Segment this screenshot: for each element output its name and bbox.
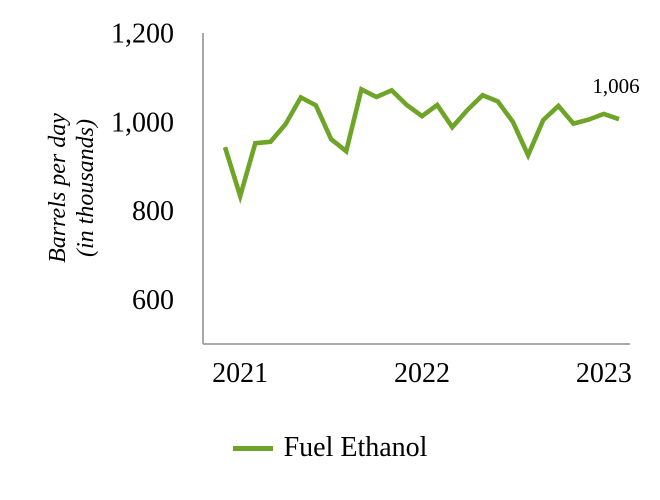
y-tick-label: 1,200 [111,19,174,50]
y-axis-title-line2: (in thousands) [73,119,99,257]
x-tick-label: 2022 [394,358,450,389]
y-tick-label: 800 [132,196,174,227]
x-axis-tick-labels: 2021 2022 2023 [212,358,632,389]
fuel-ethanol-legend-swatch [232,445,273,451]
y-axis-title: Barrels per day (in thousands) [44,18,100,358]
y-tick-label: 1,000 [111,107,174,138]
x-tick-label: 2023 [576,358,632,389]
legend: Fuel Ethanol [0,432,660,464]
fuel-ethanol-legend-label: Fuel Ethanol [283,432,428,463]
y-axis-tick-labels: 1,200 1,000 800 600 [111,19,174,317]
end-value-label: 1,006 [592,74,639,98]
y-axis-title-line1: Barrels per day [45,113,71,263]
fuel-ethanol-line [222,86,620,205]
y-tick-label: 600 [132,285,174,316]
x-tick-label: 2021 [212,358,268,389]
